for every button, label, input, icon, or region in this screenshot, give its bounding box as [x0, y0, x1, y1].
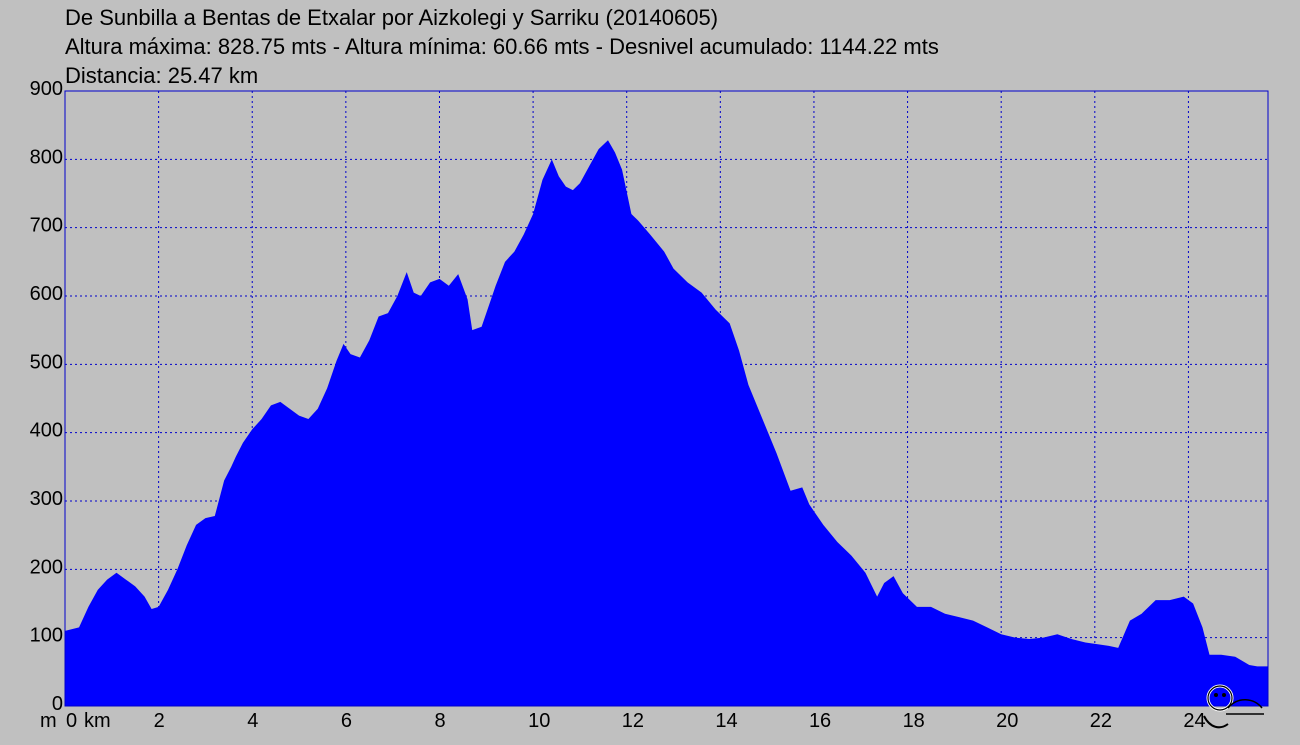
- y-tick-label-1: 100: [30, 625, 63, 647]
- y-axis-label: m: [40, 710, 57, 732]
- y-tick-label-7: 700: [30, 215, 63, 237]
- x-tick-label-3: 6: [341, 710, 352, 732]
- x-tick-label-11: 22: [1090, 710, 1112, 732]
- y-tick-labels: 0 100 200 300 400 500 600 700 800 900: [30, 78, 63, 715]
- y-tick-label-2: 200: [30, 556, 63, 578]
- y-tick-label-0: 0: [52, 693, 63, 715]
- x-tick-label-0: 0: [66, 710, 77, 732]
- elevation-area: [65, 140, 1268, 706]
- elpacho-logo-icon: [1203, 684, 1264, 729]
- y-tick-label-5: 500: [30, 351, 63, 373]
- x-tick-label-12: 24: [1183, 710, 1205, 732]
- chart-subtitle-distance: Distancia: 25.47 km: [65, 63, 259, 88]
- x-tick-label-10: 20: [996, 710, 1018, 732]
- x-tick-label-4: 8: [434, 710, 445, 732]
- x-tick-label-7: 14: [715, 710, 737, 732]
- x-tick-label-6: 12: [622, 710, 644, 732]
- y-tick-label-4: 400: [30, 420, 63, 442]
- chart-title: De Sunbilla a Bentas de Etxalar por Aizk…: [65, 5, 719, 30]
- y-tick-label-6: 600: [30, 283, 63, 305]
- x-tick-label-9: 18: [903, 710, 925, 732]
- chart-title-block: De Sunbilla a Bentas de Etxalar por Aizk…: [65, 3, 939, 90]
- chart-subtitle-altitude: Altura máxima: 828.75 mts - Altura mínim…: [65, 34, 939, 59]
- x-axis-label: km: [84, 710, 111, 732]
- x-tick-label-2: 4: [247, 710, 258, 732]
- y-tick-label-8: 800: [30, 146, 63, 168]
- x-tick-labels: 0 2 4 6 8 10 12 14 16 18 20 22 24: [66, 710, 1206, 732]
- x-tick-label-8: 16: [809, 710, 831, 732]
- x-tick-label-5: 10: [528, 710, 550, 732]
- y-tick-label-9: 900: [30, 78, 63, 100]
- y-tick-label-3: 300: [30, 488, 63, 510]
- x-tick-label-1: 2: [154, 710, 165, 732]
- plot-border: [64, 90, 1269, 707]
